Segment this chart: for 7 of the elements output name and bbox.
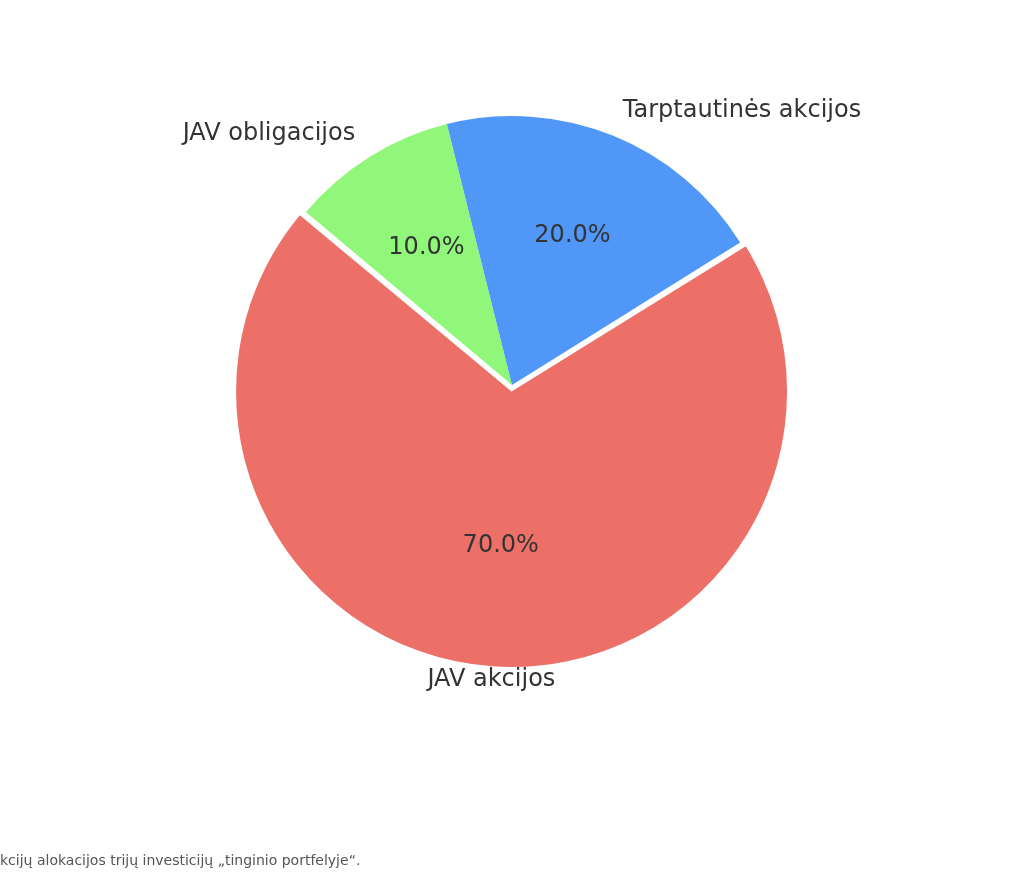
slice-label: Tarptautinės akcijos: [621, 94, 862, 123]
slice-label: JAV akcijos: [425, 664, 556, 693]
data-label: 70.0%: [462, 530, 539, 559]
data-label: 10.0%: [388, 232, 465, 261]
data-label: 20.0%: [534, 219, 611, 248]
text: kcijų alokacijos trijų investicijų „tinginio portfelyje“.: [0, 852, 361, 868]
slice-label: JAV obligacijos: [180, 118, 356, 147]
